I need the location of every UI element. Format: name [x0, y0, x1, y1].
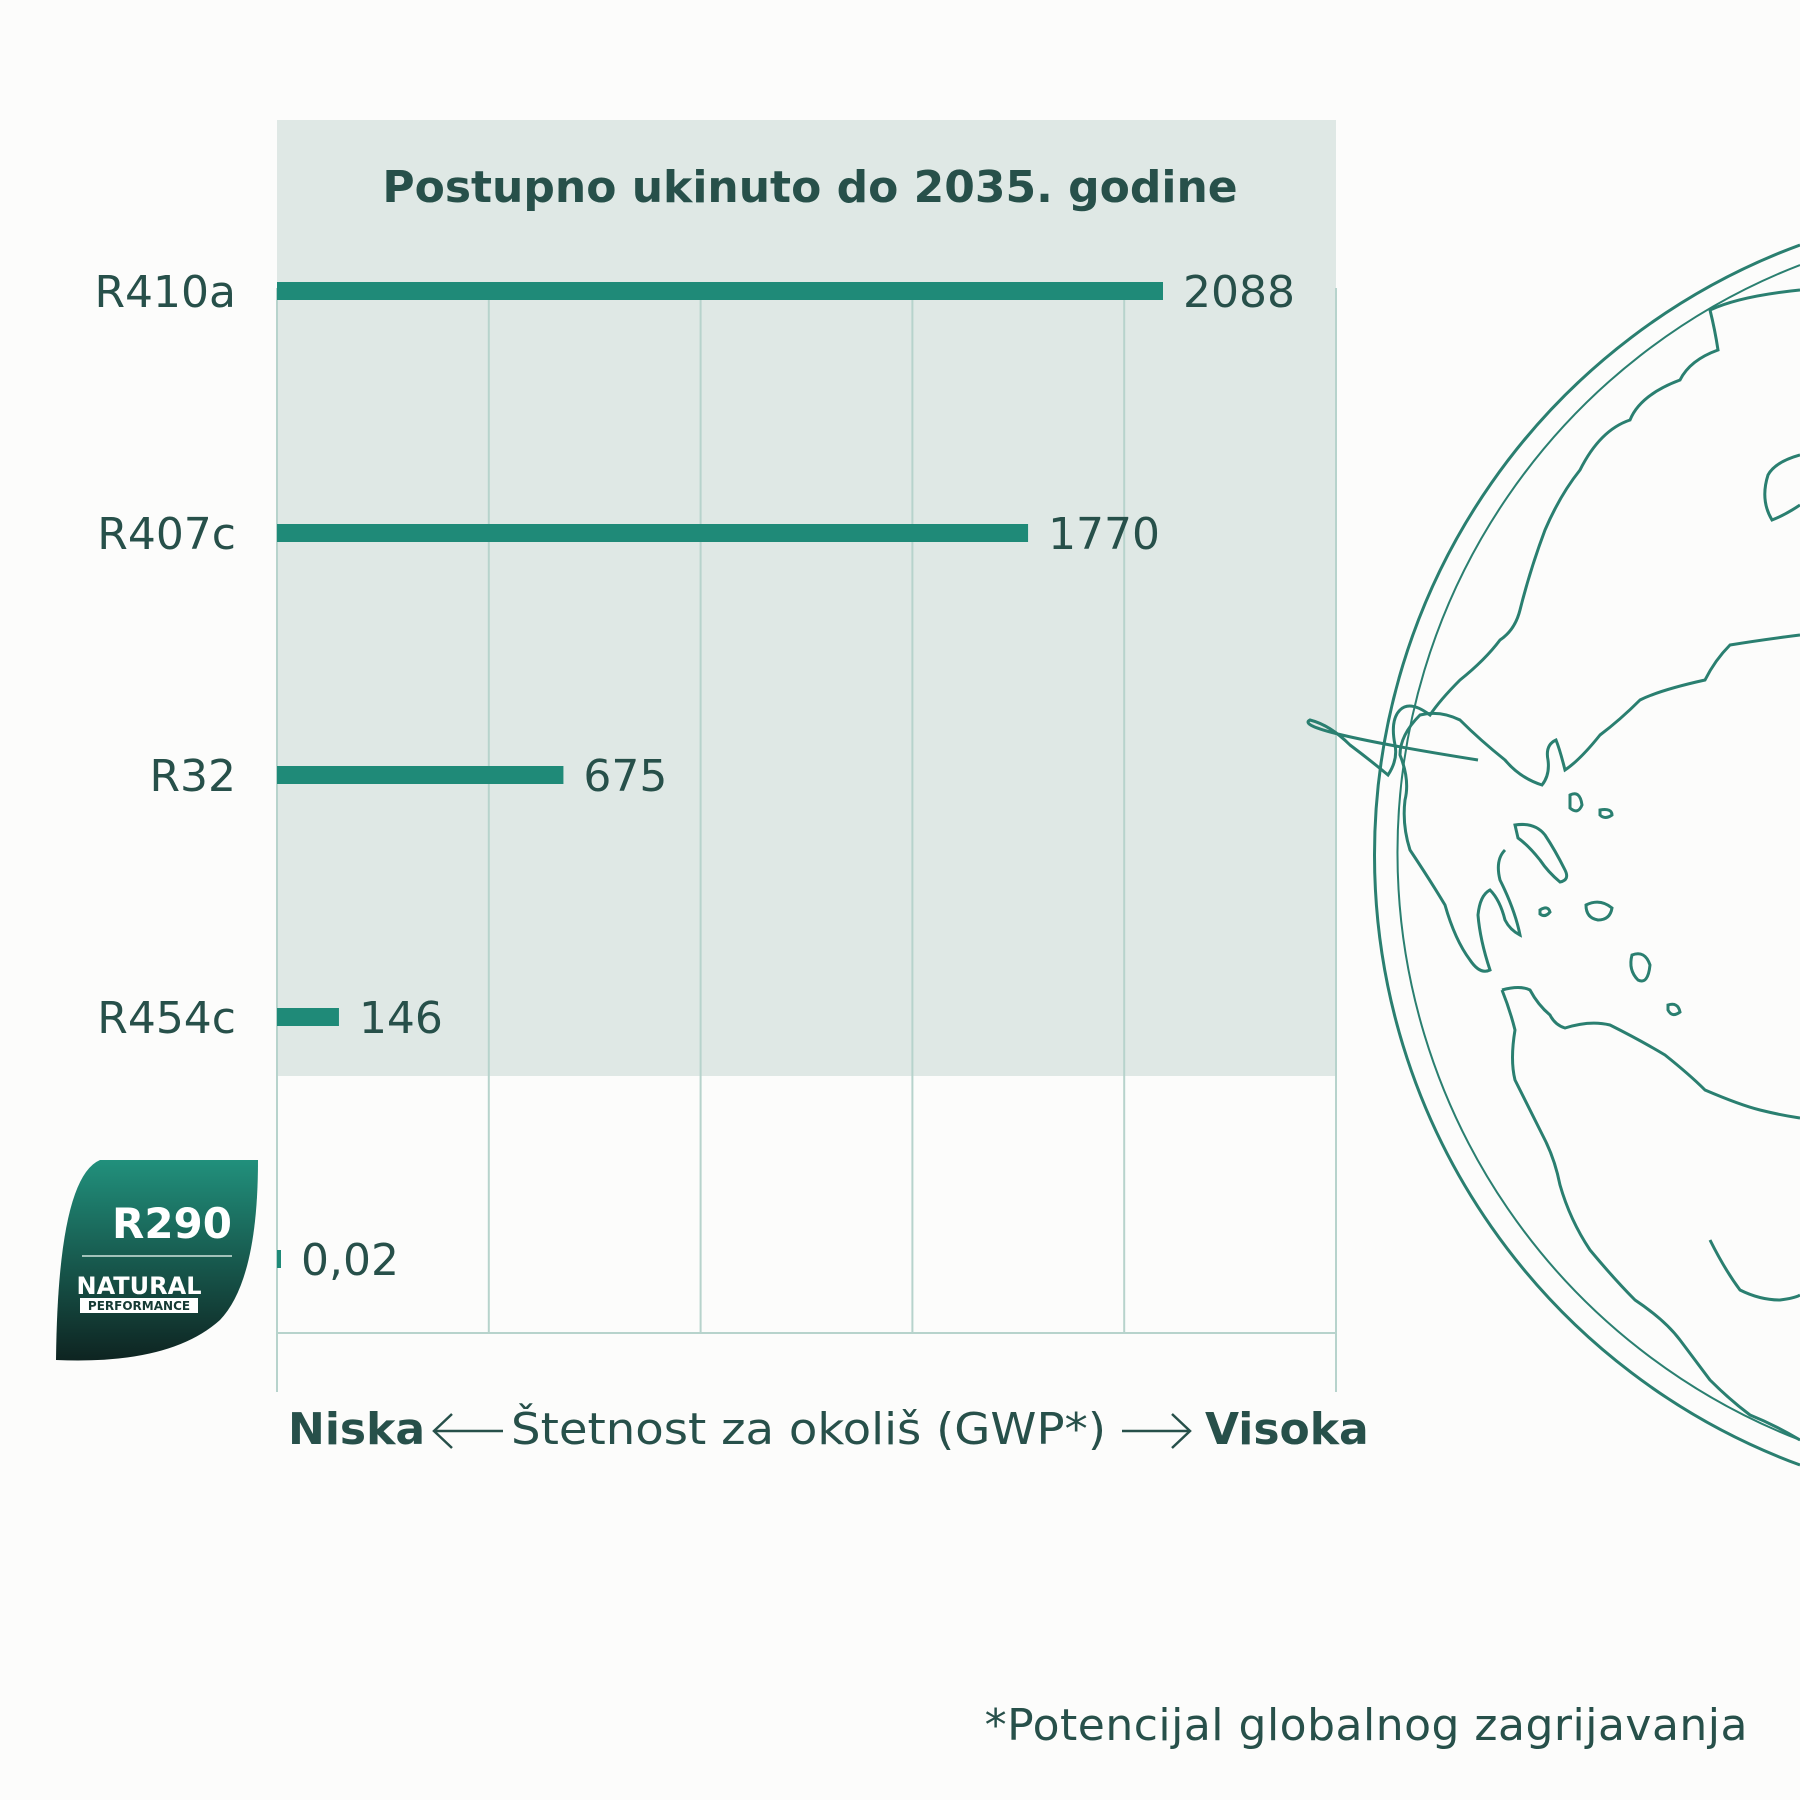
bar-r410a — [277, 282, 1163, 300]
value-label-r290: 0,02 — [301, 1235, 399, 1286]
bar-r32 — [277, 766, 564, 784]
badge-line1: NATURAL — [76, 1272, 201, 1300]
category-label-r410a: R410a — [94, 267, 236, 318]
badge-line2: PERFORMANCE — [88, 1299, 190, 1313]
axis-label-high: Visoka — [1205, 1404, 1369, 1455]
bar-r454c — [277, 1008, 339, 1026]
bar-r407c — [277, 524, 1029, 542]
arrow-left-icon — [432, 1413, 503, 1449]
bar-r290 — [277, 1250, 281, 1268]
labels: 2088 R410a 1770 R407c 675 R32 146 R454c 0,02 — [94, 267, 1295, 1286]
arrow-right-icon — [1122, 1413, 1192, 1449]
axis-label-low: Niska — [288, 1404, 425, 1455]
bars — [277, 282, 1163, 1268]
grid-lines — [276, 288, 1337, 1392]
value-label-r32: 675 — [583, 751, 667, 802]
value-label-r454c: 146 — [359, 993, 443, 1044]
badge-name: R290 — [112, 1199, 232, 1248]
category-label-r407c: R407c — [97, 509, 236, 560]
axis-label-center: Štetnost za okoliš (GWP*) — [511, 1402, 1106, 1455]
phase-out-region — [277, 120, 1336, 1076]
leaf-badge-icon: R290 NATURAL PERFORMANCE — [56, 1160, 258, 1361]
category-label-r32: R32 — [149, 751, 236, 802]
globe-icon — [1306, 243, 1800, 1467]
chart-title: Postupno ukinuto do 2035. godine — [382, 162, 1237, 213]
value-label-r410a: 2088 — [1183, 267, 1295, 318]
value-label-r407c: 1770 — [1048, 509, 1160, 560]
footnote: *Potencijal globalnog zagrijavanja — [984, 1700, 1748, 1751]
category-label-r454c: R454c — [97, 993, 236, 1044]
